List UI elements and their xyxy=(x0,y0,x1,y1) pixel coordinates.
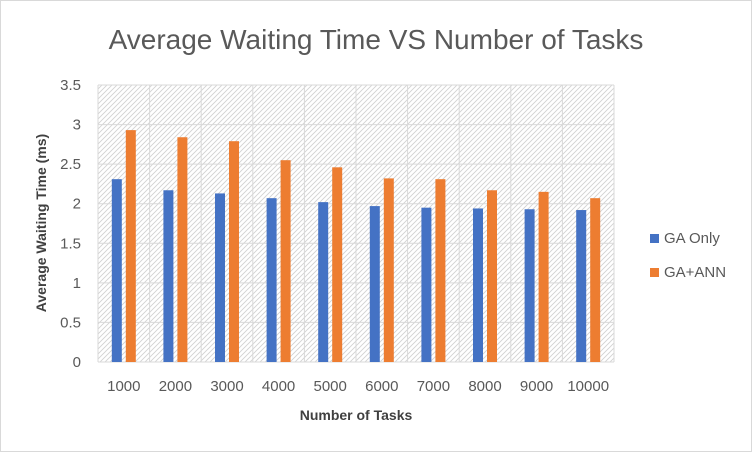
bar-ga-ann-3000 xyxy=(229,141,239,362)
bars xyxy=(111,130,601,362)
y-tick-label: 3.5 xyxy=(60,77,81,94)
x-tick-label: 10000 xyxy=(567,378,609,395)
y-tick-label: 1 xyxy=(73,275,81,292)
bar-ga-only-7000 xyxy=(421,207,432,362)
bar-ga-ann-7000 xyxy=(435,179,446,362)
bar-ga-ann-2000 xyxy=(177,137,188,362)
y-tick-label: 1.5 xyxy=(60,235,81,252)
bar-ga-only-1000 xyxy=(111,179,122,362)
chart-title: Average Waiting Time VS Number of Tasks xyxy=(109,24,644,55)
x-tick-label: 6000 xyxy=(365,378,398,395)
bar-ga-ann-8000 xyxy=(487,190,497,362)
x-tick-label: 3000 xyxy=(210,378,243,395)
x-tick-label: 2000 xyxy=(159,378,192,395)
bar-ga-only-10000 xyxy=(576,210,587,362)
bar-ga-only-6000 xyxy=(369,206,380,362)
x-tick-label: 7000 xyxy=(417,378,450,395)
x-tick-label: 4000 xyxy=(262,378,295,395)
y-tick-label: 2 xyxy=(73,196,81,213)
legend-swatch xyxy=(650,234,659,243)
legend-label: GA+ANN xyxy=(664,264,726,281)
y-tick-label: 0.5 xyxy=(60,314,81,331)
bar-ga-ann-5000 xyxy=(332,167,343,362)
x-tick-label: 8000 xyxy=(468,378,501,395)
bar-ga-only-5000 xyxy=(318,202,329,362)
bar-ga-ann-9000 xyxy=(538,191,549,362)
legend-swatch xyxy=(650,268,659,277)
bar-ga-only-3000 xyxy=(215,193,225,362)
y-axis-title: Average Waiting Time (ms) xyxy=(33,134,49,312)
y-tick-label: 3 xyxy=(73,117,81,134)
x-tick-label: 5000 xyxy=(314,378,347,395)
legend-label: GA Only xyxy=(664,230,720,247)
bar-ga-only-9000 xyxy=(524,209,535,362)
bar-ga-only-2000 xyxy=(163,190,174,362)
y-tick-label: 2.5 xyxy=(60,156,81,173)
bar-ga-only-8000 xyxy=(473,208,483,362)
legend: GA Only GA+ANN xyxy=(650,230,726,281)
bar-ga-only-4000 xyxy=(266,198,277,362)
y-tick-labels: 0 0.5 1 1.5 2 2.5 3 3.5 xyxy=(60,77,81,371)
x-axis-title: Number of Tasks xyxy=(300,407,413,423)
x-tick-label: 9000 xyxy=(520,378,553,395)
x-tick-label: 1000 xyxy=(107,378,140,395)
bar-ga-ann-4000 xyxy=(280,160,291,362)
x-tick-labels: 1000 2000 3000 4000 5000 6000 7000 8000 9000 1000… xyxy=(107,378,609,395)
bar-ga-ann-10000 xyxy=(590,198,601,362)
bar-ga-ann-1000 xyxy=(125,130,136,362)
y-tick-label: 0 xyxy=(73,354,81,371)
bar-ga-ann-6000 xyxy=(383,178,394,362)
